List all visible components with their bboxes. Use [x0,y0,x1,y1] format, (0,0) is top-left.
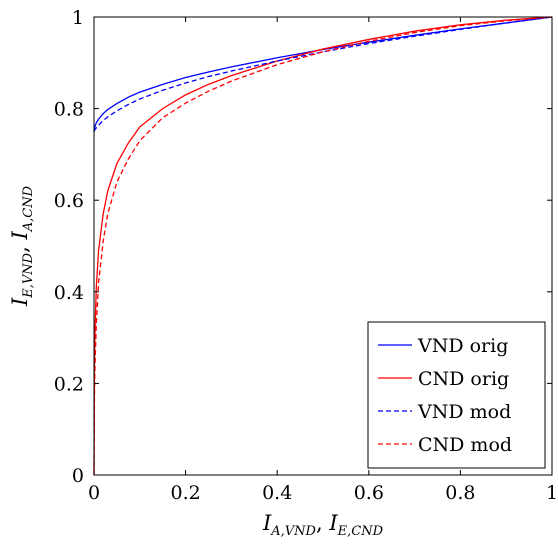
x-axis-label: IA,VND, IE,CND [262,511,384,539]
legend-label: CND mod [418,434,512,456]
x-tick-label: 0.4 [262,482,292,504]
series-line-vnd-mod [93,16,553,132]
y-axis-label-separator: , [8,240,32,253]
x-axis-label-separator: , [316,511,329,535]
series-line-vnd-orig [93,16,553,132]
y-axis-label: IE,VND, IA,CND [8,185,36,307]
legend-label: CND orig [418,368,509,390]
y-axis-label-sub-1: E,VND [21,252,36,298]
x-axis-label-base-1: I [262,511,272,535]
x-tick-label: 0.2 [170,482,200,504]
x-tick-label: 0.6 [354,482,384,504]
y-tick-label: 0.6 [54,190,84,212]
y-tick-label: 0 [72,465,84,487]
x-tick-label: 0 [88,482,100,504]
legend: VND orig CND orig VND mod CND mod [367,321,546,469]
x-axis-label-base-2: I [328,511,338,535]
y-axis-label-base-2: I [8,231,32,241]
axis-ticks: 0 0.2 0.4 0.6 0.8 1 0 0.2 0.4 0.6 0.8 1 [54,7,558,504]
x-axis-label-sub-1: A,VND [270,524,316,539]
series-line-cnd-orig [93,16,553,476]
x-tick-label: 0.8 [445,482,475,504]
y-axis-label-base-1: I [8,297,32,307]
legend-label: VND mod [417,401,511,423]
y-tick-label: 0.2 [54,373,84,395]
y-tick-label: 0.4 [54,282,84,304]
y-tick-label: 1 [72,7,84,29]
y-tick-label: 0.8 [54,99,84,121]
legend-label: VND orig [417,335,508,357]
series-lines [93,16,553,476]
y-axis-label-sub-2: A,CND [21,185,36,232]
x-axis-label-sub-2: E,CND [337,524,384,539]
x-tick-label: 1 [546,482,558,504]
series-line-cnd-mod [93,16,553,476]
plot-frame [93,16,553,476]
